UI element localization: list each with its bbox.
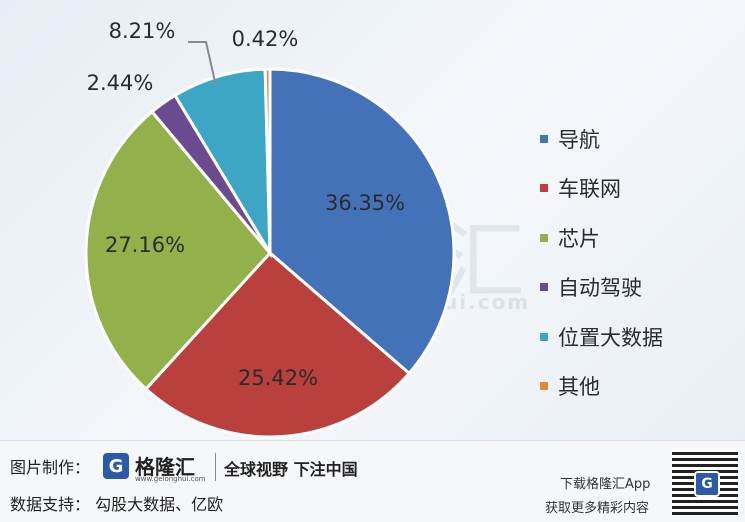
footer: 图片制作： G 格隆汇 www.gelonghui.com 全球视野 下注中国 … (0, 440, 745, 522)
pie-slice-2 (84, 109, 272, 392)
logo-name: 格隆汇 (135, 455, 195, 479)
chart-legend: 导航车联网芯片自动驾驶位置大数据其他 (540, 114, 663, 411)
legend-item-1: 车联网 (540, 164, 663, 214)
legend-label-2: 芯片 (558, 226, 600, 251)
legend-item-4: 位置大数据 (540, 312, 663, 362)
data-label-1: 25.42% (238, 366, 318, 390)
data-label-2: 27.16% (105, 233, 185, 257)
legend-item-2: 芯片 (540, 213, 663, 263)
legend-item-3: 自动驾驶 (540, 263, 663, 313)
legend-item-5: 其他 (540, 362, 663, 412)
qr-logo-icon: G (694, 471, 720, 497)
legend-swatch-2 (540, 233, 548, 242)
data-source-value: 勾股大数据、亿欧 (95, 495, 224, 514)
legend-swatch-4 (540, 332, 548, 341)
pie-slice-4 (172, 67, 272, 259)
legend-label-0: 导航 (558, 127, 600, 152)
leader-line (188, 41, 217, 87)
legend-swatch-5 (540, 382, 548, 391)
legend-swatch-0 (540, 134, 548, 143)
legend-label-3: 自动驾驶 (558, 276, 642, 301)
pie-slice-0 (268, 67, 456, 376)
legend-label-5: 其他 (558, 375, 600, 400)
legend-swatch-1 (540, 184, 548, 193)
footer-divider (215, 453, 216, 481)
pie-slice-1 (143, 250, 412, 439)
legend-label-1: 车联网 (558, 177, 621, 202)
data-label-0: 36.35% (325, 191, 405, 215)
data-label-4: 8.21% (109, 19, 176, 43)
credit-label: 图片制作： (10, 458, 91, 477)
pie-chart: 36.35% 25.42% 27.16% 2.44% 8.21% 0.42% (84, 19, 456, 439)
data-label-3: 2.44% (87, 71, 154, 95)
download-line-1: 下载格隆汇App (560, 477, 651, 492)
logo-icon: G (103, 453, 129, 479)
pie-slice-5 (263, 67, 272, 254)
qr-code-icon[interactable]: G (672, 449, 738, 515)
legend-item-0: 导航 (540, 114, 663, 164)
data-label-5: 0.42% (232, 27, 299, 51)
data-source-label: 数据支持： (10, 495, 91, 514)
slogan: 全球视野 下注中国 (224, 460, 358, 479)
logo-url: www.gelonghui.com (135, 475, 206, 483)
data-source-line: 数据支持： 勾股大数据、亿欧 (10, 491, 223, 515)
legend-swatch-3 (540, 283, 548, 292)
legend-label-4: 位置大数据 (558, 325, 663, 350)
download-line-2: 获取更多精彩内容 (545, 501, 650, 516)
